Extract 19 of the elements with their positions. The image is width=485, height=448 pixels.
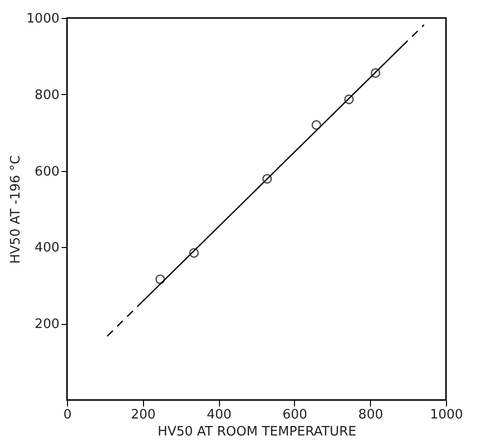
point [312, 120, 322, 130]
x-tick-label: 800 [358, 408, 384, 422]
y-tick-label: 200 [34, 317, 60, 332]
y-tick-label: 600 [34, 164, 60, 180]
point [262, 174, 272, 184]
point [370, 68, 380, 78]
y-tick-label: 1000 [26, 12, 60, 26]
y-tick-label: 800 [34, 88, 60, 103]
x-tick-label: 1000 [430, 408, 464, 422]
x-tick-label: 600 [282, 408, 308, 422]
y-tick-label: 400 [34, 240, 60, 256]
point [155, 274, 166, 284]
x-tick-label: 400 [206, 408, 232, 422]
y-axis-title: HV50 AT -196 °C [8, 155, 24, 264]
x-tick-label: 200 [130, 408, 156, 422]
x-tick-label: 0 [63, 408, 72, 422]
x-axis-title: HV50 AT ROOM TEMPERATURE [158, 424, 356, 440]
point [189, 248, 199, 258]
point [344, 94, 354, 104]
